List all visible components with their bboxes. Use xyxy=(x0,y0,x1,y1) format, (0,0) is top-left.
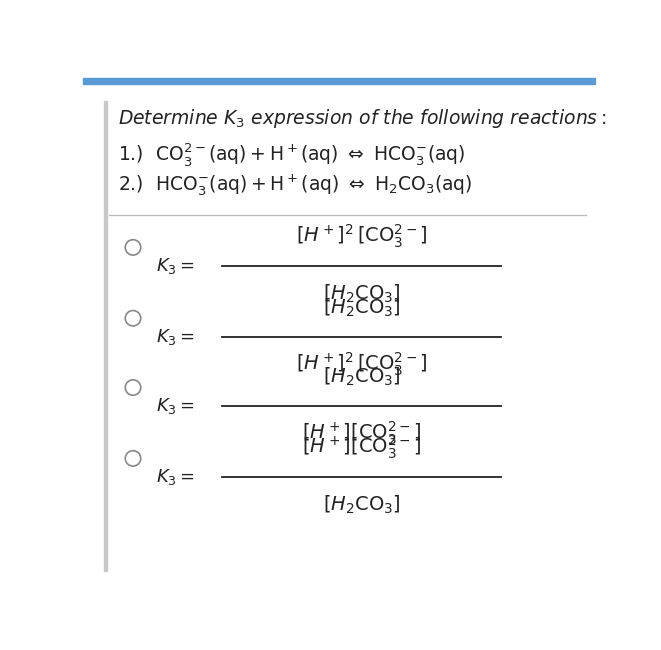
Text: $[H^+]^2\,[\mathrm{CO_3^{2-}}]$: $[H^+]^2\,[\mathrm{CO_3^{2-}}]$ xyxy=(295,223,428,250)
Text: $[H^+][\mathrm{CO_3^{2-}}]$: $[H^+][\mathrm{CO_3^{2-}}]$ xyxy=(302,434,421,462)
Text: $[H_2\mathrm{CO_3}]$: $[H_2\mathrm{CO_3}]$ xyxy=(323,283,401,305)
Text: $K_3 =$: $K_3 =$ xyxy=(156,396,195,416)
Text: $[H_2\mathrm{CO_3}]$: $[H_2\mathrm{CO_3}]$ xyxy=(323,493,401,515)
Text: 1.)  $\mathrm{CO_3^{2-}(aq)+ H^+(aq)\ \Leftrightarrow\ HCO_3^{-}(aq)}$: 1.) $\mathrm{CO_3^{2-}(aq)+ H^+(aq)\ \Le… xyxy=(118,141,465,168)
Text: 2.)  $\mathrm{HCO_3^{-}(aq) + H^+(aq)\ \Leftrightarrow\ H_2CO_3(aq)}$: 2.) $\mathrm{HCO_3^{-}(aq) + H^+(aq)\ \L… xyxy=(118,172,472,198)
Text: $[H^+]^2\,[\mathrm{CO_3^{2-}}]$: $[H^+]^2\,[\mathrm{CO_3^{2-}}]$ xyxy=(295,351,428,378)
Bar xyxy=(104,101,106,571)
Text: $K_3 =$: $K_3 =$ xyxy=(156,327,195,346)
Text: $[H_2\mathrm{CO_3}]$: $[H_2\mathrm{CO_3}]$ xyxy=(323,296,401,318)
Text: $K_3 =$: $K_3 =$ xyxy=(156,467,195,487)
Bar xyxy=(83,78,595,84)
Text: $\it{Determine}$ $\mathit{K_3}$ $\it{expression\ of\ the\ following\ reactions:}: $\it{Determine}$ $\mathit{K_3}$ $\it{exp… xyxy=(118,107,606,130)
Text: $[H^+][\mathrm{CO_3^{2-}}]$: $[H^+][\mathrm{CO_3^{2-}}]$ xyxy=(302,420,421,447)
Text: $[H_2\mathrm{CO_3}]$: $[H_2\mathrm{CO_3}]$ xyxy=(323,365,401,388)
Text: $K_3 =$: $K_3 =$ xyxy=(156,256,195,276)
